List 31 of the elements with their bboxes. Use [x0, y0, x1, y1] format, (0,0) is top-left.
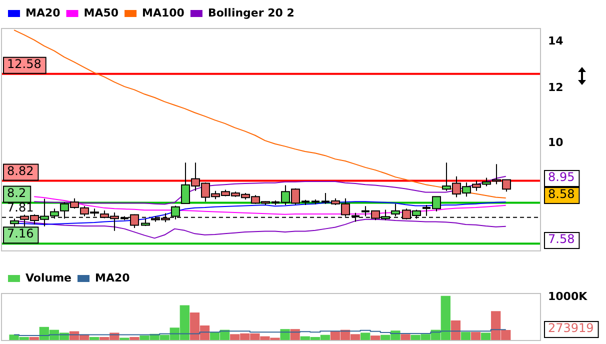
legend-label: MA20: [26, 6, 61, 20]
ref-line-label: 7.81: [7, 200, 34, 215]
ref-line-label: 12.58: [7, 56, 42, 71]
bar: [470, 332, 481, 340]
legend-label: MA50: [84, 6, 119, 20]
text: 7.58: [548, 232, 575, 246]
legend-label: MA100: [142, 6, 185, 20]
text: 1000K: [548, 290, 588, 303]
y-tick-label: 10: [548, 136, 564, 149]
text: 8.58: [548, 187, 575, 202]
y-tick-label: 12: [548, 80, 564, 94]
bar: [29, 337, 39, 340]
ref-line-label: 7.16: [7, 226, 34, 241]
ref-line-label: 8.2: [7, 186, 26, 200]
text: 8.95: [548, 170, 575, 184]
legend-label: Volume: [26, 271, 72, 284]
text: 273919: [548, 321, 594, 336]
bar: [370, 336, 380, 340]
legend-label: MA20: [94, 271, 130, 284]
bar: [290, 329, 300, 340]
bar: [130, 337, 140, 340]
bar: [400, 334, 410, 340]
bar: [280, 329, 290, 340]
bar: [90, 337, 100, 340]
y-tick-label: 14: [548, 34, 564, 48]
bar: [480, 332, 491, 340]
bar: [360, 332, 370, 340]
legend-label: Bollinger 20 2: [208, 6, 294, 20]
bar: [460, 332, 471, 340]
bar: [450, 320, 461, 340]
ref-line-label: 8.82: [7, 164, 34, 178]
